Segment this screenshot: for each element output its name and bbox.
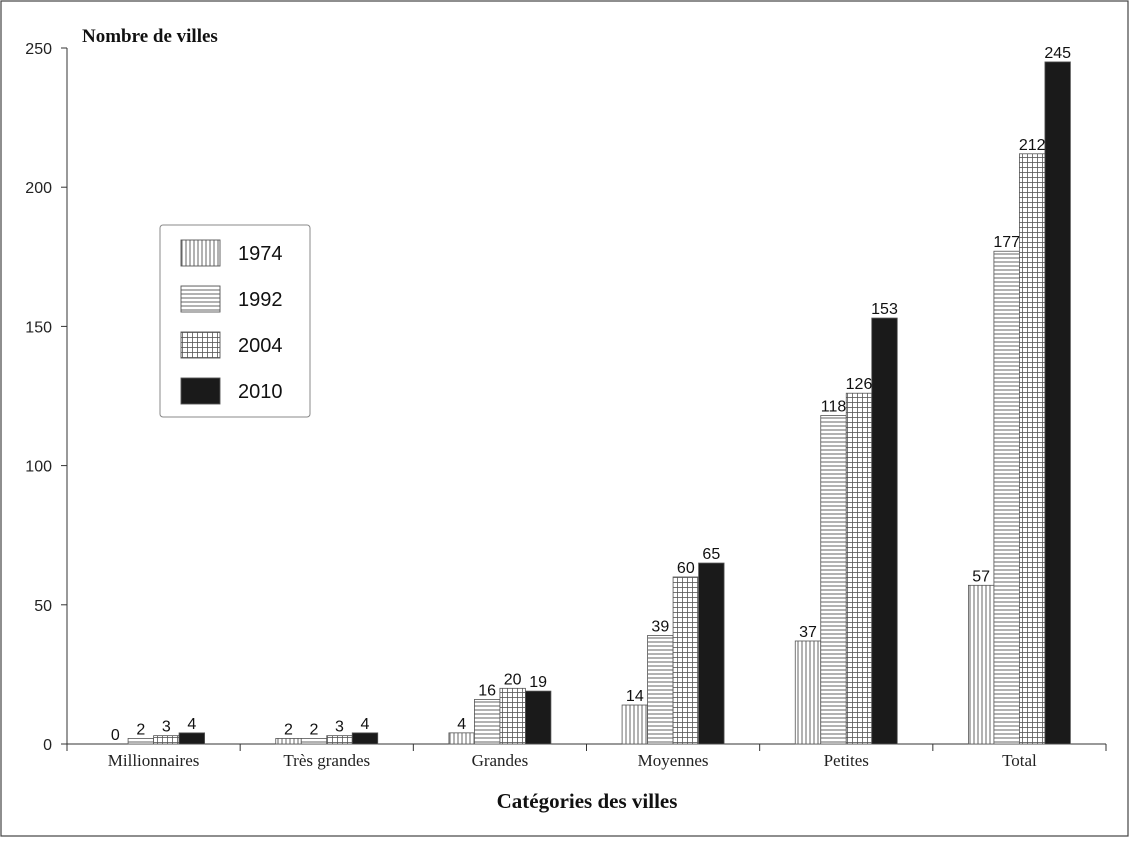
data-label: 2 <box>284 721 293 738</box>
bar-tres-grandes-2004 <box>326 735 353 745</box>
bar-petites-1992 <box>820 415 847 745</box>
data-label: 0 <box>111 727 120 744</box>
y-tick-label: 0 <box>43 737 52 754</box>
data-label: 245 <box>1044 45 1071 62</box>
data-label: 37 <box>799 624 817 641</box>
x-tick-label: Petites <box>824 751 869 770</box>
data-label: 4 <box>361 716 370 733</box>
bar-moyennes-1974 <box>621 704 648 745</box>
bar-total-1992 <box>993 250 1020 745</box>
data-label: 3 <box>335 719 344 736</box>
legend-swatch-2010 <box>180 377 221 405</box>
y-tick-label: 200 <box>25 180 52 197</box>
x-axis-title: Catégories des villes <box>497 789 678 813</box>
bar-moyennes-1992 <box>647 635 674 745</box>
legend: 1974 1992 2004 2010 <box>159 224 311 418</box>
data-label: 177 <box>993 234 1020 251</box>
bar-grandes-1974 <box>448 732 475 745</box>
data-label: 212 <box>1019 137 1046 154</box>
legend-label-1992: 1992 <box>238 289 283 311</box>
bar-millionnaires-2010 <box>178 732 205 745</box>
x-tick-label: Moyennes <box>638 751 709 770</box>
bar-grandes-1992 <box>474 699 501 745</box>
bar-total-2010 <box>1044 61 1071 745</box>
data-label: 118 <box>821 398 847 415</box>
data-label: 2 <box>310 721 319 738</box>
x-tick-label: Grandes <box>472 751 529 770</box>
y-tick-label: 250 <box>25 41 52 58</box>
bar-tres-grandes-2010 <box>351 732 379 745</box>
data-label: 14 <box>626 688 644 705</box>
legend-label-1974: 1974 <box>238 243 283 265</box>
bar-moyennes-2010 <box>698 562 725 745</box>
bar-tres-grandes-1974 <box>275 738 302 745</box>
data-label: 19 <box>529 674 547 691</box>
y-tick-label: 100 <box>25 459 52 476</box>
data-label: 57 <box>972 568 990 585</box>
bar-moyennes-2004 <box>672 576 699 745</box>
data-label: 3 <box>162 719 171 736</box>
data-label: 65 <box>702 546 720 563</box>
y-axis-ticks: 0 50 100 150 200 250 <box>25 41 67 754</box>
legend-swatch-2004 <box>180 331 221 359</box>
data-label: 16 <box>478 682 496 699</box>
bar-petites-2010 <box>871 317 898 745</box>
x-tick-label: Millionnaires <box>108 751 200 770</box>
bar-total-2004 <box>1019 153 1046 745</box>
legend-box <box>159 224 311 418</box>
data-label: 4 <box>457 716 466 733</box>
data-label: 153 <box>871 301 898 318</box>
data-label: 60 <box>677 560 695 577</box>
legend-swatch-1974 <box>180 239 221 267</box>
data-label: 126 <box>846 376 873 393</box>
data-label: 4 <box>187 716 196 733</box>
bar-total-1974 <box>968 584 995 745</box>
bars-group <box>127 61 1071 745</box>
x-tick-label: Total <box>1002 751 1037 770</box>
data-label: 20 <box>504 671 522 688</box>
y-tick-label: 150 <box>25 319 52 336</box>
x-tick-label: Très grandes <box>283 751 370 770</box>
y-axis-title: Nombre de villes <box>82 26 218 47</box>
bar-millionnaires-1992 <box>127 738 154 745</box>
data-label: 39 <box>651 618 669 635</box>
y-tick-label: 50 <box>34 598 52 615</box>
legend-swatch-1992 <box>180 285 221 313</box>
bar-grandes-2004 <box>499 687 526 745</box>
x-axis-ticks: Millionnaires Très grandes Grandes Moyennes… <box>66 744 1107 770</box>
legend-label-2010: 2010 <box>238 381 283 403</box>
bar-grandes-2010 <box>525 690 552 745</box>
bar-petites-1974 <box>794 640 822 745</box>
legend-label-2004: 2004 <box>238 335 283 357</box>
bar-tres-grandes-1992 <box>300 738 328 745</box>
data-label: 2 <box>136 721 145 738</box>
bar-petites-2004 <box>845 392 873 745</box>
bar-millionnaires-2004 <box>153 735 180 745</box>
